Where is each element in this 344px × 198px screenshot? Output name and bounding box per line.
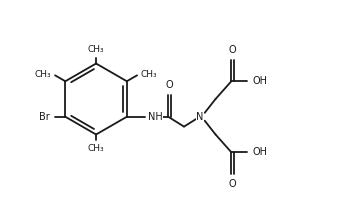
Text: O: O [165,80,173,90]
Text: CH₃: CH₃ [141,70,157,79]
Text: N: N [196,112,203,122]
Text: CH₃: CH₃ [35,70,51,79]
Text: CH₃: CH₃ [88,144,104,153]
Text: O: O [228,45,236,55]
Text: O: O [228,179,236,189]
Text: NH: NH [148,112,162,122]
Text: Br: Br [39,112,50,122]
Text: CH₃: CH₃ [88,45,104,54]
Text: OH: OH [252,76,267,86]
Text: OH: OH [252,147,267,157]
